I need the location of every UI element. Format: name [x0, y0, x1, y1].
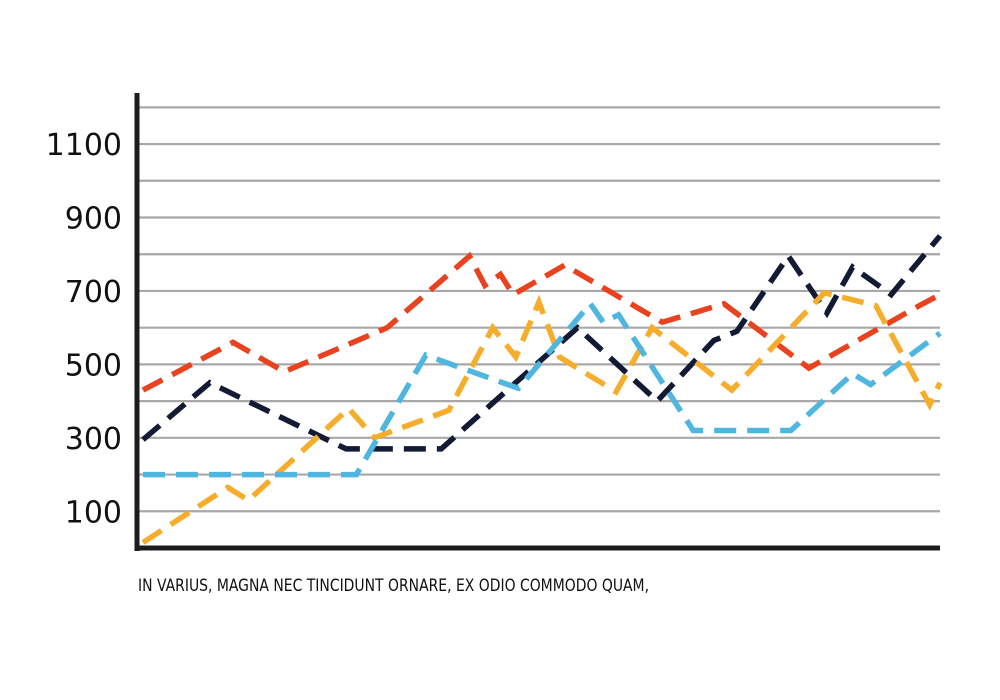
axes — [134, 93, 940, 551]
y-tick-label: 900 — [65, 202, 122, 237]
y-tick-label: 100 — [65, 495, 122, 530]
series-line-2 — [141, 234, 943, 452]
chart-caption: IN VARIUS, MAGNA NEC TINCIDUNT ORNARE, E… — [138, 576, 650, 596]
y-axis-ticks: 100 300 500 700 900 1100 — [46, 128, 122, 530]
series-line-3 — [141, 289, 943, 545]
y-tick-label: 700 — [65, 275, 122, 310]
y-tick-label: 1100 — [46, 128, 122, 163]
y-tick-label: 500 — [65, 348, 122, 383]
series-line-1 — [141, 251, 942, 393]
series-line-4 — [143, 299, 942, 478]
series-lines — [141, 234, 943, 545]
y-tick-label: 300 — [65, 422, 122, 457]
